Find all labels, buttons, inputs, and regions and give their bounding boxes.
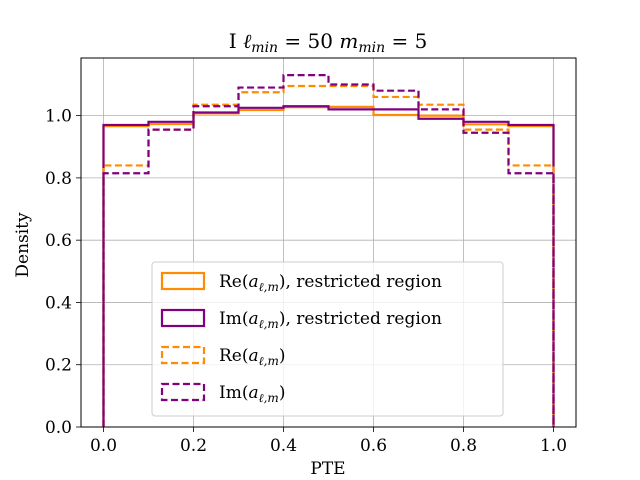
y-tick-label: 1.0 <box>45 107 72 127</box>
legend-swatch <box>160 271 206 291</box>
legend-label: Re(aℓ,m), restricted region <box>219 272 442 294</box>
legend-swatch <box>160 382 206 402</box>
x-tick-label: 0.2 <box>180 436 207 456</box>
x-tick-label: 0.0 <box>90 436 117 456</box>
x-tick-label: 1.0 <box>540 436 567 456</box>
y-tick-label: 0.6 <box>45 231 72 251</box>
x-tick-label: 0.8 <box>450 436 477 456</box>
ticks-layer: 0.0 0.2 0.4 0.6 0.8 1.0 0.0 0.2 0.4 0.6 0.8 1.0 <box>45 107 567 456</box>
legend-label: Im(aℓ,m), restricted region <box>219 309 442 331</box>
y-tick-label: 0.8 <box>45 169 72 189</box>
legend-label: Re(aℓ,m) <box>219 346 285 368</box>
chart-title: I ℓmin = 50 mmin = 5 <box>229 29 428 56</box>
legend-swatch <box>160 308 206 328</box>
plot-frame <box>80 57 577 428</box>
x-tick-label: 0.6 <box>360 436 387 456</box>
legend: Re(aℓ,m), restricted region Im(aℓ,m), res… <box>151 261 504 417</box>
legend-label: Im(aℓ,m) <box>219 383 285 405</box>
histogram-step-solid <box>102 105 555 427</box>
histogram-step-dashed <box>102 74 555 427</box>
series-layer <box>102 74 555 427</box>
y-tick-label: 0.4 <box>45 293 72 313</box>
x-tick-label: 0.4 <box>270 436 297 456</box>
x-axis-label: PTE <box>310 459 345 479</box>
y-axis-label: Density <box>13 212 33 278</box>
legend-swatch <box>160 345 206 365</box>
legend-frame <box>151 261 504 417</box>
y-tick-label: 0.2 <box>45 356 72 376</box>
y-tick-label: 0.0 <box>45 418 72 438</box>
